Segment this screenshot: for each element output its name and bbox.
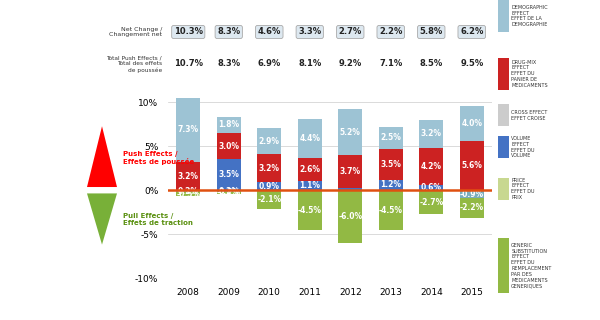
Text: 2.5%: 2.5% bbox=[380, 133, 401, 142]
Text: -0.2%: -0.2% bbox=[217, 188, 241, 197]
Bar bbox=[176, 190, 200, 192]
Bar bbox=[338, 188, 362, 190]
Text: 8.1%: 8.1% bbox=[298, 60, 322, 68]
Text: 1.1%: 1.1% bbox=[299, 181, 320, 190]
Bar bbox=[419, 120, 443, 148]
Text: Total Push Effects /
Total des effets
de poussée: Total Push Effects / Total des effets de… bbox=[106, 55, 162, 73]
Text: 4.2%: 4.2% bbox=[421, 162, 442, 171]
Bar bbox=[176, 162, 200, 190]
Text: 2.9%: 2.9% bbox=[259, 137, 280, 146]
Text: -0.5%: -0.5% bbox=[176, 190, 200, 199]
Bar bbox=[460, 198, 484, 218]
Bar bbox=[176, 192, 200, 196]
Text: 3.5%: 3.5% bbox=[218, 170, 239, 179]
Text: 5.6%: 5.6% bbox=[461, 161, 482, 170]
Text: -0.9%: -0.9% bbox=[460, 190, 484, 199]
Text: 4.6%: 4.6% bbox=[257, 28, 281, 36]
Bar bbox=[298, 180, 322, 190]
Text: 8.5%: 8.5% bbox=[419, 60, 443, 68]
Text: DRUG-MIX
EFFECT
EFFET DU
PANIER DE
MEDICAMENTS: DRUG-MIX EFFECT EFFET DU PANIER DE MEDIC… bbox=[511, 60, 548, 88]
Text: 3.2%: 3.2% bbox=[178, 172, 199, 180]
Text: 1.2%: 1.2% bbox=[380, 180, 401, 189]
Text: 8.3%: 8.3% bbox=[217, 60, 241, 68]
Text: 4.0%: 4.0% bbox=[461, 119, 482, 128]
Bar bbox=[298, 157, 322, 180]
Bar bbox=[338, 155, 362, 188]
Text: 3.5%: 3.5% bbox=[380, 160, 401, 169]
Bar bbox=[176, 98, 200, 162]
Text: 5.2%: 5.2% bbox=[340, 128, 361, 137]
Text: 7.1%: 7.1% bbox=[379, 60, 403, 68]
Text: 4.4%: 4.4% bbox=[299, 134, 320, 143]
Bar bbox=[257, 182, 281, 190]
Text: 10.3%: 10.3% bbox=[174, 28, 203, 36]
Text: 3.2%: 3.2% bbox=[259, 164, 280, 173]
Text: -4.5%: -4.5% bbox=[298, 205, 322, 215]
Text: 2.6%: 2.6% bbox=[299, 164, 320, 173]
Text: 2.2%: 2.2% bbox=[379, 28, 403, 36]
Text: 1.8%: 1.8% bbox=[218, 120, 239, 130]
Bar bbox=[217, 133, 241, 159]
Bar bbox=[217, 117, 241, 133]
Bar bbox=[257, 154, 281, 182]
Text: 3.7%: 3.7% bbox=[340, 167, 361, 176]
Text: 0.9%: 0.9% bbox=[259, 182, 280, 191]
Bar bbox=[379, 190, 403, 230]
Text: 0.2%: 0.2% bbox=[178, 187, 199, 196]
Text: 0.2%: 0.2% bbox=[218, 187, 239, 196]
Text: DEMOGRAPHIC
EFFECT
EFFET DE LA
DEMOGRAPHIE: DEMOGRAPHIC EFFECT EFFET DE LA DEMOGRAPH… bbox=[511, 5, 548, 27]
Text: 2.7%: 2.7% bbox=[338, 28, 362, 36]
Text: -2.7%: -2.7% bbox=[419, 198, 443, 207]
Bar bbox=[379, 127, 403, 149]
Bar bbox=[257, 129, 281, 154]
Bar bbox=[379, 149, 403, 180]
Text: 5.8%: 5.8% bbox=[419, 28, 443, 36]
Text: 10.7%: 10.7% bbox=[174, 60, 203, 68]
Bar bbox=[298, 119, 322, 157]
Text: 9.5%: 9.5% bbox=[460, 60, 484, 68]
Bar bbox=[217, 192, 241, 194]
Text: 3.0%: 3.0% bbox=[218, 142, 239, 151]
Bar bbox=[419, 185, 443, 190]
Text: Net Change /
Changement net: Net Change / Changement net bbox=[109, 27, 162, 37]
Bar bbox=[257, 190, 281, 209]
Bar bbox=[419, 148, 443, 185]
Text: Push Effects /
Effets de poussée: Push Effects / Effets de poussée bbox=[123, 151, 194, 165]
Text: GENERIC
SUBSTITUTION
EFFECT
EFFET DU
REMPLACEMENT
PAR DES
MEDICAMENTS
GENERIQUES: GENERIC SUBSTITUTION EFFECT EFFET DU REM… bbox=[511, 243, 551, 288]
Bar bbox=[217, 190, 241, 192]
Text: 3.3%: 3.3% bbox=[298, 28, 322, 36]
Bar bbox=[460, 106, 484, 141]
Text: CROSS EFFECT
EFFET CROISE: CROSS EFFECT EFFET CROISE bbox=[511, 110, 548, 121]
Text: 3.2%: 3.2% bbox=[421, 129, 442, 138]
Text: 9.2%: 9.2% bbox=[338, 60, 362, 68]
Text: 6.2%: 6.2% bbox=[460, 28, 484, 36]
Text: 7.3%: 7.3% bbox=[178, 125, 199, 134]
Bar bbox=[217, 159, 241, 190]
Text: -2.2%: -2.2% bbox=[460, 203, 484, 212]
Text: -6.0%: -6.0% bbox=[338, 212, 362, 221]
Text: VOLUME
EFFECT
EFFET DU
VOLUME: VOLUME EFFECT EFFET DU VOLUME bbox=[511, 136, 535, 158]
Bar bbox=[338, 109, 362, 155]
Bar bbox=[419, 190, 443, 214]
Text: -2.1%: -2.1% bbox=[257, 195, 281, 204]
Text: 6.9%: 6.9% bbox=[257, 60, 281, 68]
Bar bbox=[379, 180, 403, 190]
Text: 8.3%: 8.3% bbox=[217, 28, 241, 36]
Text: Pull Effects /
Effets de traction: Pull Effects / Effets de traction bbox=[123, 212, 193, 226]
Bar bbox=[460, 141, 484, 190]
Text: -4.5%: -4.5% bbox=[379, 205, 403, 215]
Bar bbox=[338, 190, 362, 243]
Text: PRICE
EFFECT
EFFET DU
PRIX: PRICE EFFECT EFFET DU PRIX bbox=[511, 178, 535, 200]
Bar bbox=[460, 190, 484, 198]
Text: 0.6%: 0.6% bbox=[421, 183, 442, 192]
Bar bbox=[298, 190, 322, 230]
